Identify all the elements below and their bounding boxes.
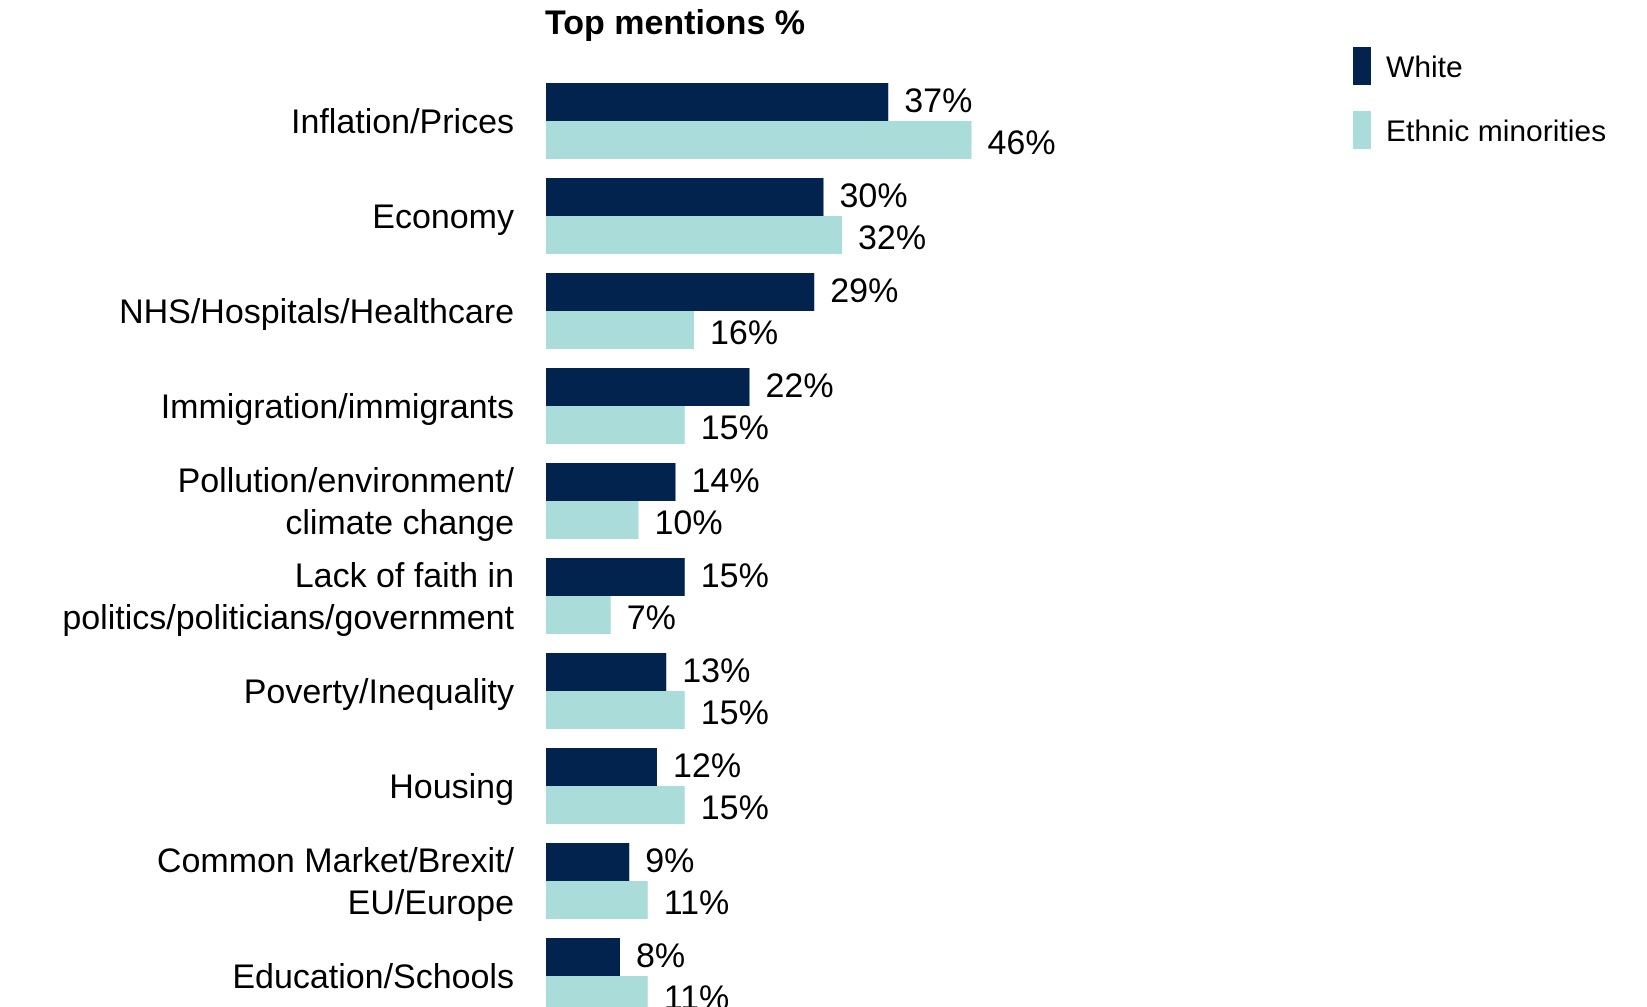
category-label: Immigration/immigrants — [161, 388, 514, 426]
category-label: Housing — [389, 768, 514, 806]
value-label: 14% — [692, 462, 760, 500]
category-label: Pollution/environment/climate change — [178, 462, 515, 542]
category-label: Education/Schools — [232, 958, 514, 996]
value-label: 9% — [645, 842, 694, 880]
category-label: Poverty/Inequality — [244, 673, 514, 711]
bar-white — [546, 558, 685, 596]
chart-title: Top mentions % — [545, 4, 805, 42]
legend: White Ethnic minorities — [1353, 47, 1606, 149]
value-label: 7% — [627, 599, 676, 637]
legend-label-white: White — [1386, 51, 1463, 84]
value-label: 10% — [655, 504, 723, 542]
bar-ethnic-minorities — [546, 976, 648, 1007]
bar-ethnic-minorities — [546, 121, 972, 159]
bar-white — [546, 748, 657, 786]
value-label: 15% — [701, 409, 769, 447]
bar-ethnic-minorities — [546, 596, 611, 634]
bar-white — [546, 368, 750, 406]
bar-ethnic-minorities — [546, 311, 694, 349]
legend-swatch-white — [1353, 47, 1371, 85]
bar-white — [546, 843, 630, 881]
bar-white — [546, 178, 824, 216]
value-label: 15% — [701, 694, 769, 732]
bar-white — [546, 653, 667, 691]
value-label: 13% — [682, 652, 750, 690]
bar-ethnic-minorities — [546, 881, 648, 919]
value-label: 8% — [636, 937, 685, 975]
bar-ethnic-minorities — [546, 691, 685, 729]
bar-white — [546, 938, 620, 976]
category-label: NHS/Hospitals/Healthcare — [119, 293, 514, 331]
value-label: 46% — [988, 124, 1056, 162]
value-label: 29% — [830, 272, 898, 310]
value-label: 11% — [664, 884, 730, 922]
value-label: 12% — [673, 747, 741, 785]
category-label: Inflation/Prices — [291, 103, 514, 141]
value-label: 32% — [858, 219, 926, 257]
bar-ethnic-minorities — [546, 786, 685, 824]
bar-white — [546, 463, 676, 501]
category-label: Economy — [372, 198, 514, 236]
bar-ethnic-minorities — [546, 501, 639, 539]
plot-area: Inflation/Prices 37% 46% Economy 30% 32% NHS/H… — [62, 82, 1056, 1007]
category-label: Lack of faith in politics/politicians/gov… — [62, 557, 514, 637]
value-label: 22% — [766, 367, 834, 405]
value-label: 15% — [701, 789, 769, 827]
legend-label-ethnic-minorities: Ethnic minorities — [1386, 115, 1606, 148]
bar-ethnic-minorities — [546, 406, 685, 444]
legend-swatch-ethnic-minorities — [1353, 111, 1371, 149]
bar-white — [546, 273, 815, 311]
value-label: 37% — [904, 82, 972, 120]
value-label: 15% — [701, 557, 769, 595]
value-label: 11% — [664, 979, 730, 1007]
category-label: Common Market/Brexit/EU/Europe — [157, 842, 515, 922]
value-label: 16% — [710, 314, 778, 352]
bar-white — [546, 83, 889, 121]
bar-ethnic-minorities — [546, 216, 842, 254]
value-label: 30% — [840, 177, 908, 215]
